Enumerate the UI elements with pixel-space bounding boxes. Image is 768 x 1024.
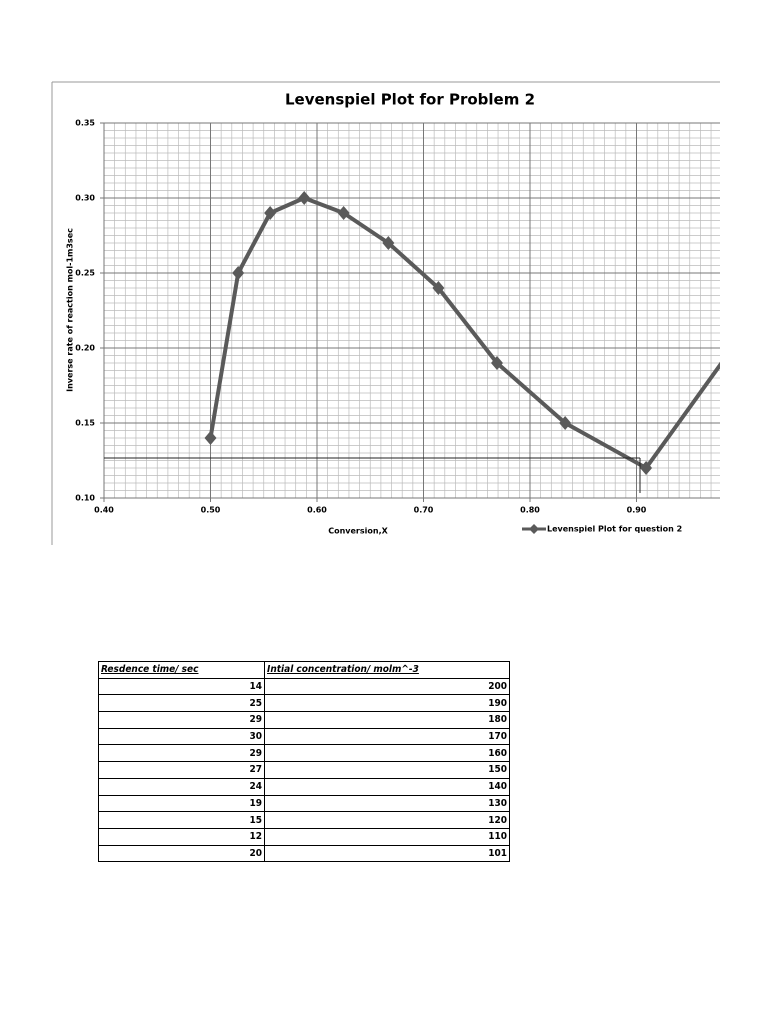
- table-row: 30 170: [98, 727, 510, 746]
- table-row: 27 150: [98, 761, 510, 779]
- marker: [232, 266, 245, 280]
- table-cell: 150: [264, 761, 510, 779]
- table-cell: 190: [264, 694, 510, 713]
- marker: [490, 356, 503, 370]
- y-axis-label: Inverse rate of reaction mol-1m3sec: [66, 228, 75, 392]
- x-axis-label: Conversion,X: [328, 527, 388, 536]
- x-tick-label: 0.70: [414, 506, 434, 515]
- table-cell: 20: [98, 844, 265, 863]
- table-row: 12 110: [98, 827, 510, 846]
- y-tick-label: 0.30: [75, 194, 95, 203]
- table-row: 25 190: [98, 694, 510, 713]
- table-row: 29 180: [98, 711, 510, 729]
- table-cell: 12: [98, 827, 265, 846]
- table-row: 20 101: [98, 844, 510, 863]
- table-header: Resdence time/ sec Intial concentration/ …: [98, 661, 510, 679]
- marker: [432, 281, 445, 295]
- data-table: Resdence time/ sec Intial concentration/ …: [98, 661, 510, 863]
- table-cell: 140: [264, 777, 510, 796]
- legend-marker: [529, 524, 539, 534]
- table-cell: 130: [264, 794, 510, 813]
- y-tick-label: 0.25: [75, 269, 95, 278]
- marker: [640, 461, 653, 475]
- table-cell: 29: [98, 711, 265, 729]
- y-tick-label: 0.20: [75, 344, 95, 353]
- x-tick-label: 0.60: [307, 506, 327, 515]
- grid: [100, 122, 720, 502]
- table-cell: 15: [98, 811, 265, 829]
- y-tick-label: 0.10: [75, 494, 95, 503]
- table-cell: 200: [264, 677, 510, 696]
- marker: [337, 206, 350, 220]
- table-cell: 160: [264, 744, 510, 763]
- marker: [382, 236, 395, 250]
- marker: [298, 191, 311, 205]
- table-cell: 25: [98, 694, 265, 713]
- table-cell: 27: [98, 761, 265, 779]
- legend: Levenspiel Plot for question 2: [522, 524, 682, 534]
- table-cell: 101: [264, 844, 510, 863]
- table-row: 14 200: [98, 677, 510, 696]
- y-tick-label: 0.15: [75, 419, 95, 428]
- table-row: 24 140: [98, 777, 510, 796]
- x-tick-label: 0.40: [94, 506, 114, 515]
- table-cell: 180: [264, 711, 510, 729]
- table-cell: 120: [264, 811, 510, 829]
- x-tick-label: 0.50: [201, 506, 221, 515]
- table-cell: 30: [98, 727, 265, 746]
- legend-label: Levenspiel Plot for question 2: [547, 525, 682, 534]
- plot-area: [204, 191, 720, 475]
- table-row: 29 160: [98, 744, 510, 763]
- table-row: 15 120: [98, 811, 510, 829]
- marker: [264, 206, 277, 220]
- table-cell: 170: [264, 727, 510, 746]
- table-cell: 24: [98, 777, 265, 796]
- column-header: Intial concentration/ molm^-3: [264, 661, 510, 679]
- marker: [204, 431, 217, 445]
- column-header: Resdence time/ sec: [98, 661, 265, 679]
- chart-title: Levenspiel Plot for Problem 2: [285, 91, 535, 109]
- chart: Levenspiel Plot for Problem 2 Conversion…: [51, 81, 720, 545]
- table-row: 19 130: [98, 794, 510, 813]
- table-cell: 29: [98, 744, 265, 763]
- table-cell: 14: [98, 677, 265, 696]
- table-cell: 19: [98, 794, 265, 813]
- marker: [559, 416, 572, 430]
- x-tick-label: 0.90: [627, 506, 647, 515]
- table-cell: 110: [264, 827, 510, 846]
- x-tick-label: 0.80: [520, 506, 540, 515]
- y-tick-label: 0.35: [75, 119, 95, 128]
